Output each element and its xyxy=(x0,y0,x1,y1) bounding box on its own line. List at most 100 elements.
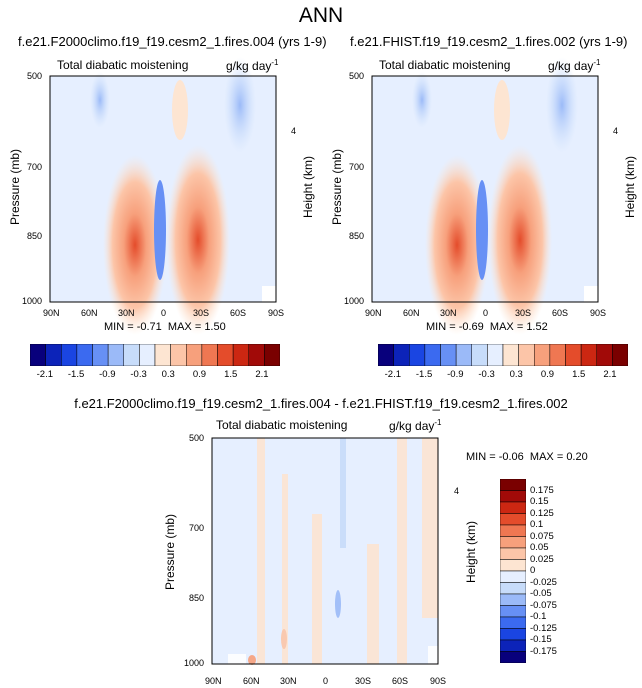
colorbar-swatch xyxy=(76,344,93,366)
colorbar-label: -2.1 xyxy=(384,369,401,380)
colorbar-swatch xyxy=(565,344,582,366)
colorbar-label: 0.9 xyxy=(540,369,555,380)
colorbar-label: 0.05 xyxy=(530,542,549,553)
panel-2-units-text: g/kg day xyxy=(548,59,594,73)
main-title: ANN xyxy=(298,4,344,27)
colorbar-label: -0.175 xyxy=(530,645,557,657)
panel-2-colorbar xyxy=(378,344,628,366)
colorbar-label: 2.1 xyxy=(603,369,617,380)
colorbar-swatch xyxy=(186,344,203,366)
panel-1-xtick-30s: 30S xyxy=(193,308,210,318)
panel-1-variable: Total diabatic moistening xyxy=(57,58,189,72)
colorbar-swatch xyxy=(500,651,526,663)
panel-1-height-tick: 4 xyxy=(291,126,297,136)
colorbar-label: -1.5 xyxy=(415,369,433,380)
colorbar-label: -0.15 xyxy=(530,634,552,645)
colorbar-swatch xyxy=(107,344,124,366)
colorbar-swatch xyxy=(500,593,526,606)
colorbar-swatch xyxy=(248,344,265,366)
colorbar-swatch xyxy=(424,344,441,366)
panel-1-units-text: g/kg day xyxy=(226,59,272,73)
panel-3-units-exp: -1 xyxy=(434,418,442,427)
colorbar-label: 2.1 xyxy=(255,369,269,380)
colorbar-swatch xyxy=(500,524,526,537)
panel-2-ylabel-right: Height (km) xyxy=(623,156,637,219)
colorbar-label: 0.075 xyxy=(530,530,554,542)
colorbar-swatch xyxy=(534,344,551,366)
panel-2-xtick-30s: 30S xyxy=(515,308,532,318)
panel-1-colorbar xyxy=(30,344,280,366)
colorbar-label: 0.175 xyxy=(530,484,554,496)
panel-1-xtick-90s: 90S xyxy=(268,308,285,318)
panel-1-title: f.e21.F2000climo.f19_f19.cesm2_1.fires.0… xyxy=(18,34,327,49)
panel-1-min-label: MIN = xyxy=(104,321,134,333)
panel-1-units-exp: -1 xyxy=(271,58,279,67)
panel-1-ylabel: Pressure (mb) xyxy=(8,149,22,226)
colorbar-swatch xyxy=(139,344,156,366)
colorbar-swatch xyxy=(500,536,526,549)
colorbar-swatch xyxy=(500,490,526,503)
colorbar-label: 0.3 xyxy=(509,369,523,380)
colorbar-swatch xyxy=(500,570,526,583)
panel-3-min-value: -0.06 xyxy=(498,451,524,463)
panel-3-title: f.e21.F2000climo.f19_f19.cesm2_1.fires.0… xyxy=(74,396,568,411)
panel-3-ytick-1000: 1000 xyxy=(184,658,205,668)
colorbar-label: -0.075 xyxy=(530,599,557,611)
panel-1-chart xyxy=(49,57,277,335)
panel-3-ytick-500: 500 xyxy=(189,433,205,443)
panel-3-height-tick: 4 xyxy=(454,486,460,496)
panel-3-xtick-60s: 60S xyxy=(392,676,409,686)
panel-2-ylabel: Pressure (mb) xyxy=(330,149,344,226)
panel-3-colorbar-labels: 0.175 0.15 0.125 0.1 0.075 0.05 0.025 0 -0.025 -0… xyxy=(530,479,590,663)
panel-2-xtick-90n: 90N xyxy=(365,308,382,318)
colorbar-swatch xyxy=(45,344,62,366)
panel-3-xtick-90n: 90N xyxy=(205,676,222,686)
panel-2-ytick-1000: 1000 xyxy=(344,296,365,306)
panel-2-variable: Total diabatic moistening xyxy=(379,58,511,72)
colorbar-swatch xyxy=(502,344,519,366)
colorbar-swatch xyxy=(30,344,46,366)
colorbar-swatch xyxy=(471,344,488,366)
colorbar-label: -1.5 xyxy=(67,369,85,380)
colorbar-label: 0.9 xyxy=(192,369,207,380)
panel-2-max-value: 1.52 xyxy=(526,321,548,333)
colorbar-label: 1.5 xyxy=(572,369,586,380)
colorbar-swatch xyxy=(123,344,140,366)
panel-2-height-tick: 4 xyxy=(613,126,619,136)
colorbar-label: 0.125 xyxy=(530,507,554,519)
colorbar-label: -0.025 xyxy=(530,576,557,588)
colorbar-swatch xyxy=(500,628,526,641)
colorbar-label: 0.15 xyxy=(530,496,549,507)
colorbar-label: -0.05 xyxy=(530,588,552,599)
panel-1-xtick-60s: 60S xyxy=(230,308,247,318)
colorbar-swatch xyxy=(500,605,526,618)
panel-1-xtick-90n: 90N xyxy=(43,308,60,318)
colorbar-swatch xyxy=(264,344,280,366)
colorbar-swatch xyxy=(500,559,526,572)
colorbar-label: -0.3 xyxy=(478,369,495,380)
colorbar-swatch xyxy=(393,344,410,366)
colorbar-swatch xyxy=(500,639,526,652)
colorbar-swatch xyxy=(409,344,426,366)
panel-2-xtick-30n: 30N xyxy=(440,308,457,318)
panel-1-max-value: 1.50 xyxy=(204,321,226,333)
panel-2-ytick-700: 700 xyxy=(349,162,365,172)
colorbar-swatch xyxy=(455,344,472,366)
panel-3-units: g/kg day-1 xyxy=(389,418,442,433)
panel-2-ytick-500: 500 xyxy=(349,71,365,81)
panel-3-units-text: g/kg day xyxy=(389,419,435,433)
panel-3-variable: Total diabatic moistening xyxy=(216,418,348,432)
panel-3-field xyxy=(228,438,438,665)
colorbar-label: -0.9 xyxy=(447,369,464,380)
panel-2-max-label: MAX = xyxy=(489,321,524,333)
panel-1-ytick-850: 850 xyxy=(27,231,43,241)
panel-1-ytick-500: 500 xyxy=(27,71,43,81)
panel-3-colorbar xyxy=(500,479,526,663)
panel-2-units-exp: -1 xyxy=(593,58,601,67)
panel-1-ytick-1000: 1000 xyxy=(22,296,43,306)
colorbar-swatch xyxy=(500,513,526,526)
panel-1-colorbar-labels: -2.1 -1.5 -0.9 -0.3 0.3 0.9 1.5 2.1 xyxy=(30,369,280,381)
colorbar-swatch xyxy=(378,344,394,366)
panel-1-xtick-30n: 30N xyxy=(118,308,135,318)
panel-3-max-value: 0.20 xyxy=(566,451,588,463)
